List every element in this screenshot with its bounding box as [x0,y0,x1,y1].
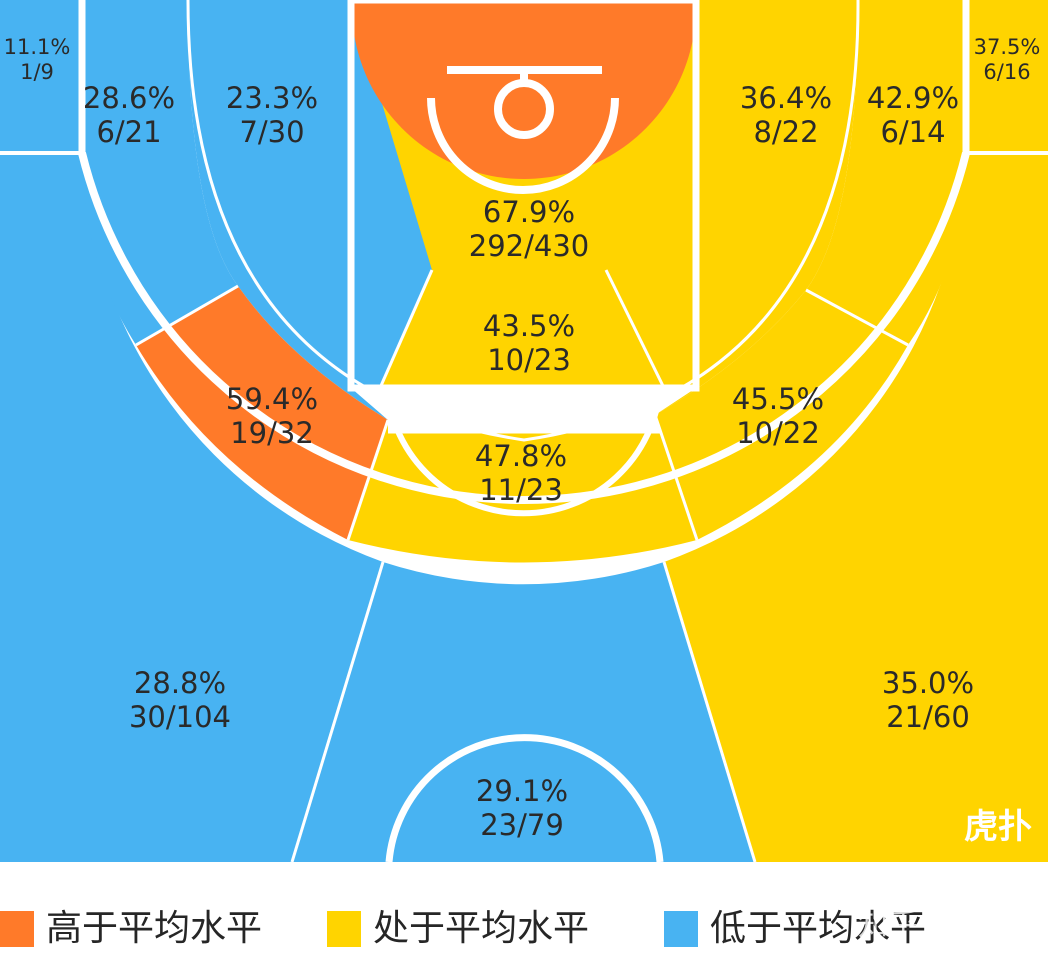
court-svg: 11.1%1/9 28.6%6/21 23.3%7/30 67.9%292/430 36… [0,0,1048,863]
zone-right-elbow-mid [655,290,908,540]
zone-count-left-elbow-mid: 19/32 [230,416,314,450]
zone-top-3 [292,562,755,862]
zone-count-paint-non-ra: 10/23 [487,343,571,377]
legend-swatch-below [664,911,698,947]
zone-count-restricted-area: 292/430 [469,229,589,263]
zone-pct-restricted-area: 67.9% [483,195,575,229]
hupu-logo: 虎扑 [964,807,1032,847]
zone-count-right-baseline-mid: 8/22 [753,115,818,149]
zone-count-right-elbow-mid: 10/22 [736,416,820,450]
zone-pct-right-elbow-mid: 45.5% [732,382,824,416]
zone-pct-left-baseline-mid: 23.3% [226,81,318,115]
zone-pct-right-corner-3: 37.5% [974,35,1041,59]
zone-right-wing-3 [664,153,1048,862]
legend-swatch-average [327,911,361,947]
zone-top-key-mid [348,415,697,563]
legend: 高于平均水平 处于平均水平 低于平均水平 知乎 @千萁 [0,862,1048,971]
zone-pct-left-corner-3: 11.1% [4,35,71,59]
zone-right-corner-3 [966,0,1048,153]
zone-count-left-wing-deep-mid: 6/21 [96,115,161,149]
zone-left-corner-3 [0,0,82,153]
zone-count-left-corner-3: 1/9 [20,60,54,84]
zone-left-baseline-mid [188,0,388,420]
zone-pct-top-key-mid: 47.8% [475,439,567,473]
legend-label-above: 高于平均水平 [46,908,263,949]
zone-count-top-key-mid: 11/23 [479,473,563,507]
zone-pct-right-wing-deep-mid: 42.9% [867,81,959,115]
zone-pct-paint-non-ra: 43.5% [483,309,575,343]
zone-right-baseline-mid [655,0,858,415]
legend-swatch-above [0,911,34,947]
zone-count-right-corner-3: 6/16 [983,60,1030,84]
zone-pct-left-wing-3: 28.8% [134,666,226,700]
zone-pct-right-wing-3: 35.0% [882,666,974,700]
zone-pct-left-elbow-mid: 59.4% [226,382,318,416]
zone-pct-left-wing-deep-mid: 28.6% [83,81,175,115]
zone-count-right-wing-deep-mid: 6/14 [880,115,945,149]
zone-pct-right-baseline-mid: 36.4% [740,81,832,115]
zone-count-right-wing-3: 21/60 [886,700,970,734]
zone-count-left-wing-3: 30/104 [129,700,231,734]
zone-count-left-baseline-mid: 7/30 [239,115,304,149]
paint-left-strip [351,0,432,388]
zone-count-top-3: 23/79 [480,808,564,842]
legend-label-below: 低于平均水平 [710,908,927,949]
watermark: 知乎 @千萁 [858,908,1018,943]
shot-chart: 11.1% 1/9 28.6% 6/21 23.3% 7/30 67.9% 292/430 36… [0,0,1048,863]
zone-left-wing-3 [0,153,383,862]
zone-pct-top-3: 29.1% [476,774,568,808]
legend-label-average: 处于平均水平 [373,908,590,949]
